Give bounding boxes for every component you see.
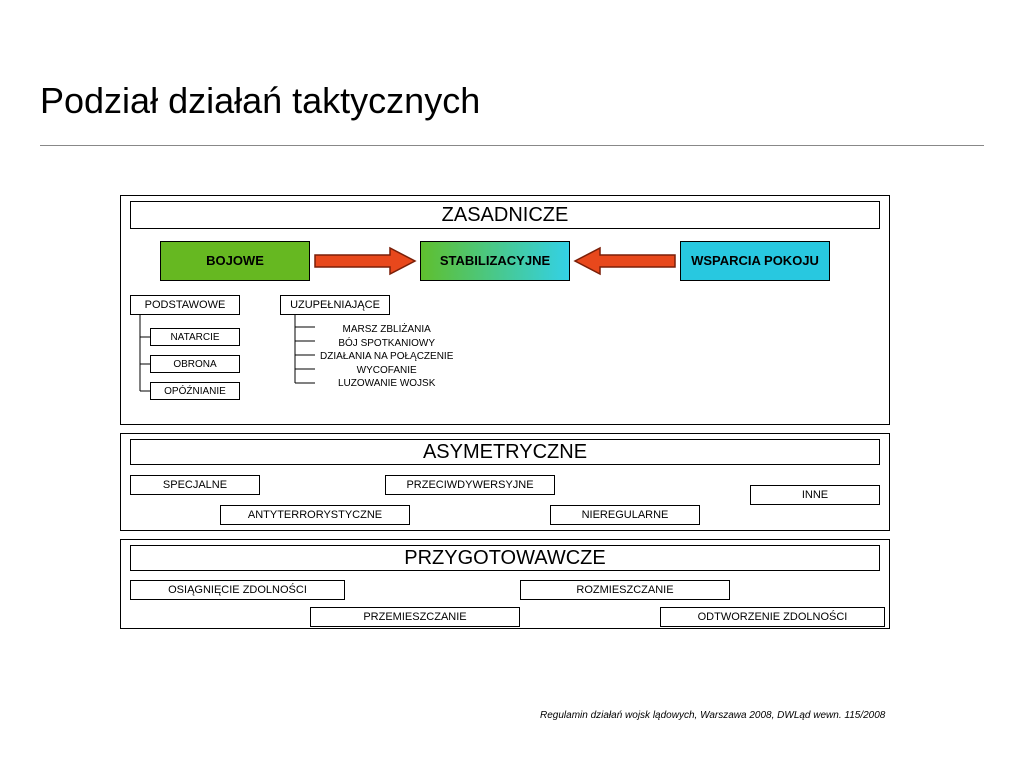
- node-natarcie: NATARCIE: [150, 328, 240, 346]
- node-obrona: OBRONA: [150, 355, 240, 373]
- node-odtworzenie-zdolnosci: ODTWORZENIE ZDOLNOŚCI: [660, 607, 885, 627]
- title-underline: [40, 145, 984, 146]
- node-osiagniecie-zdolnosci: OSIĄGNIĘCIE ZDOLNOŚCI: [130, 580, 345, 600]
- header-zasadnicze: ZASADNICZE: [130, 201, 880, 229]
- node-uzupelniajace: UZUPEŁNIAJĄCE: [280, 295, 390, 315]
- node-inne: INNE: [750, 485, 880, 505]
- node-przeciwdywersyjne: PRZECIWDYWERSYJNE: [385, 475, 555, 495]
- node-antyterrorystyczne: ANTYTERRORYSTYCZNE: [220, 505, 410, 525]
- diagram-container: ZASADNICZE BOJOWE STABILIZACYJNE WSPARCI…: [120, 195, 890, 635]
- node-opoznianie: OPÓŹNIANIE: [150, 382, 240, 400]
- header-przygotowawcze: PRZYGOTOWAWCZE: [130, 545, 880, 571]
- node-wsparcia-pokoju: WSPARCIA POKOJU: [680, 241, 830, 281]
- footer-citation: Regulamin działań wojsk lądowych, Warsza…: [540, 710, 885, 721]
- node-stabilizacyjne: STABILIZACYJNE: [420, 241, 570, 281]
- header-asymetryczne: ASYMETRYCZNE: [130, 439, 880, 465]
- node-przemieszczanie: PRZEMIESZCZANIE: [310, 607, 520, 627]
- node-bojowe: BOJOWE: [160, 241, 310, 281]
- node-rozmieszczanie: ROZMIESZCZANIE: [520, 580, 730, 600]
- node-specjalne: SPECJALNE: [130, 475, 260, 495]
- slide-title: Podział działań taktycznych: [40, 80, 480, 122]
- node-nieregularne: NIEREGULARNE: [550, 505, 700, 525]
- list-uzupelniajace: MARSZ ZBLIŻANIA BÓJ SPOTKANIOWY DZIAŁANI…: [320, 323, 453, 391]
- node-podstawowe: PODSTAWOWE: [130, 295, 240, 315]
